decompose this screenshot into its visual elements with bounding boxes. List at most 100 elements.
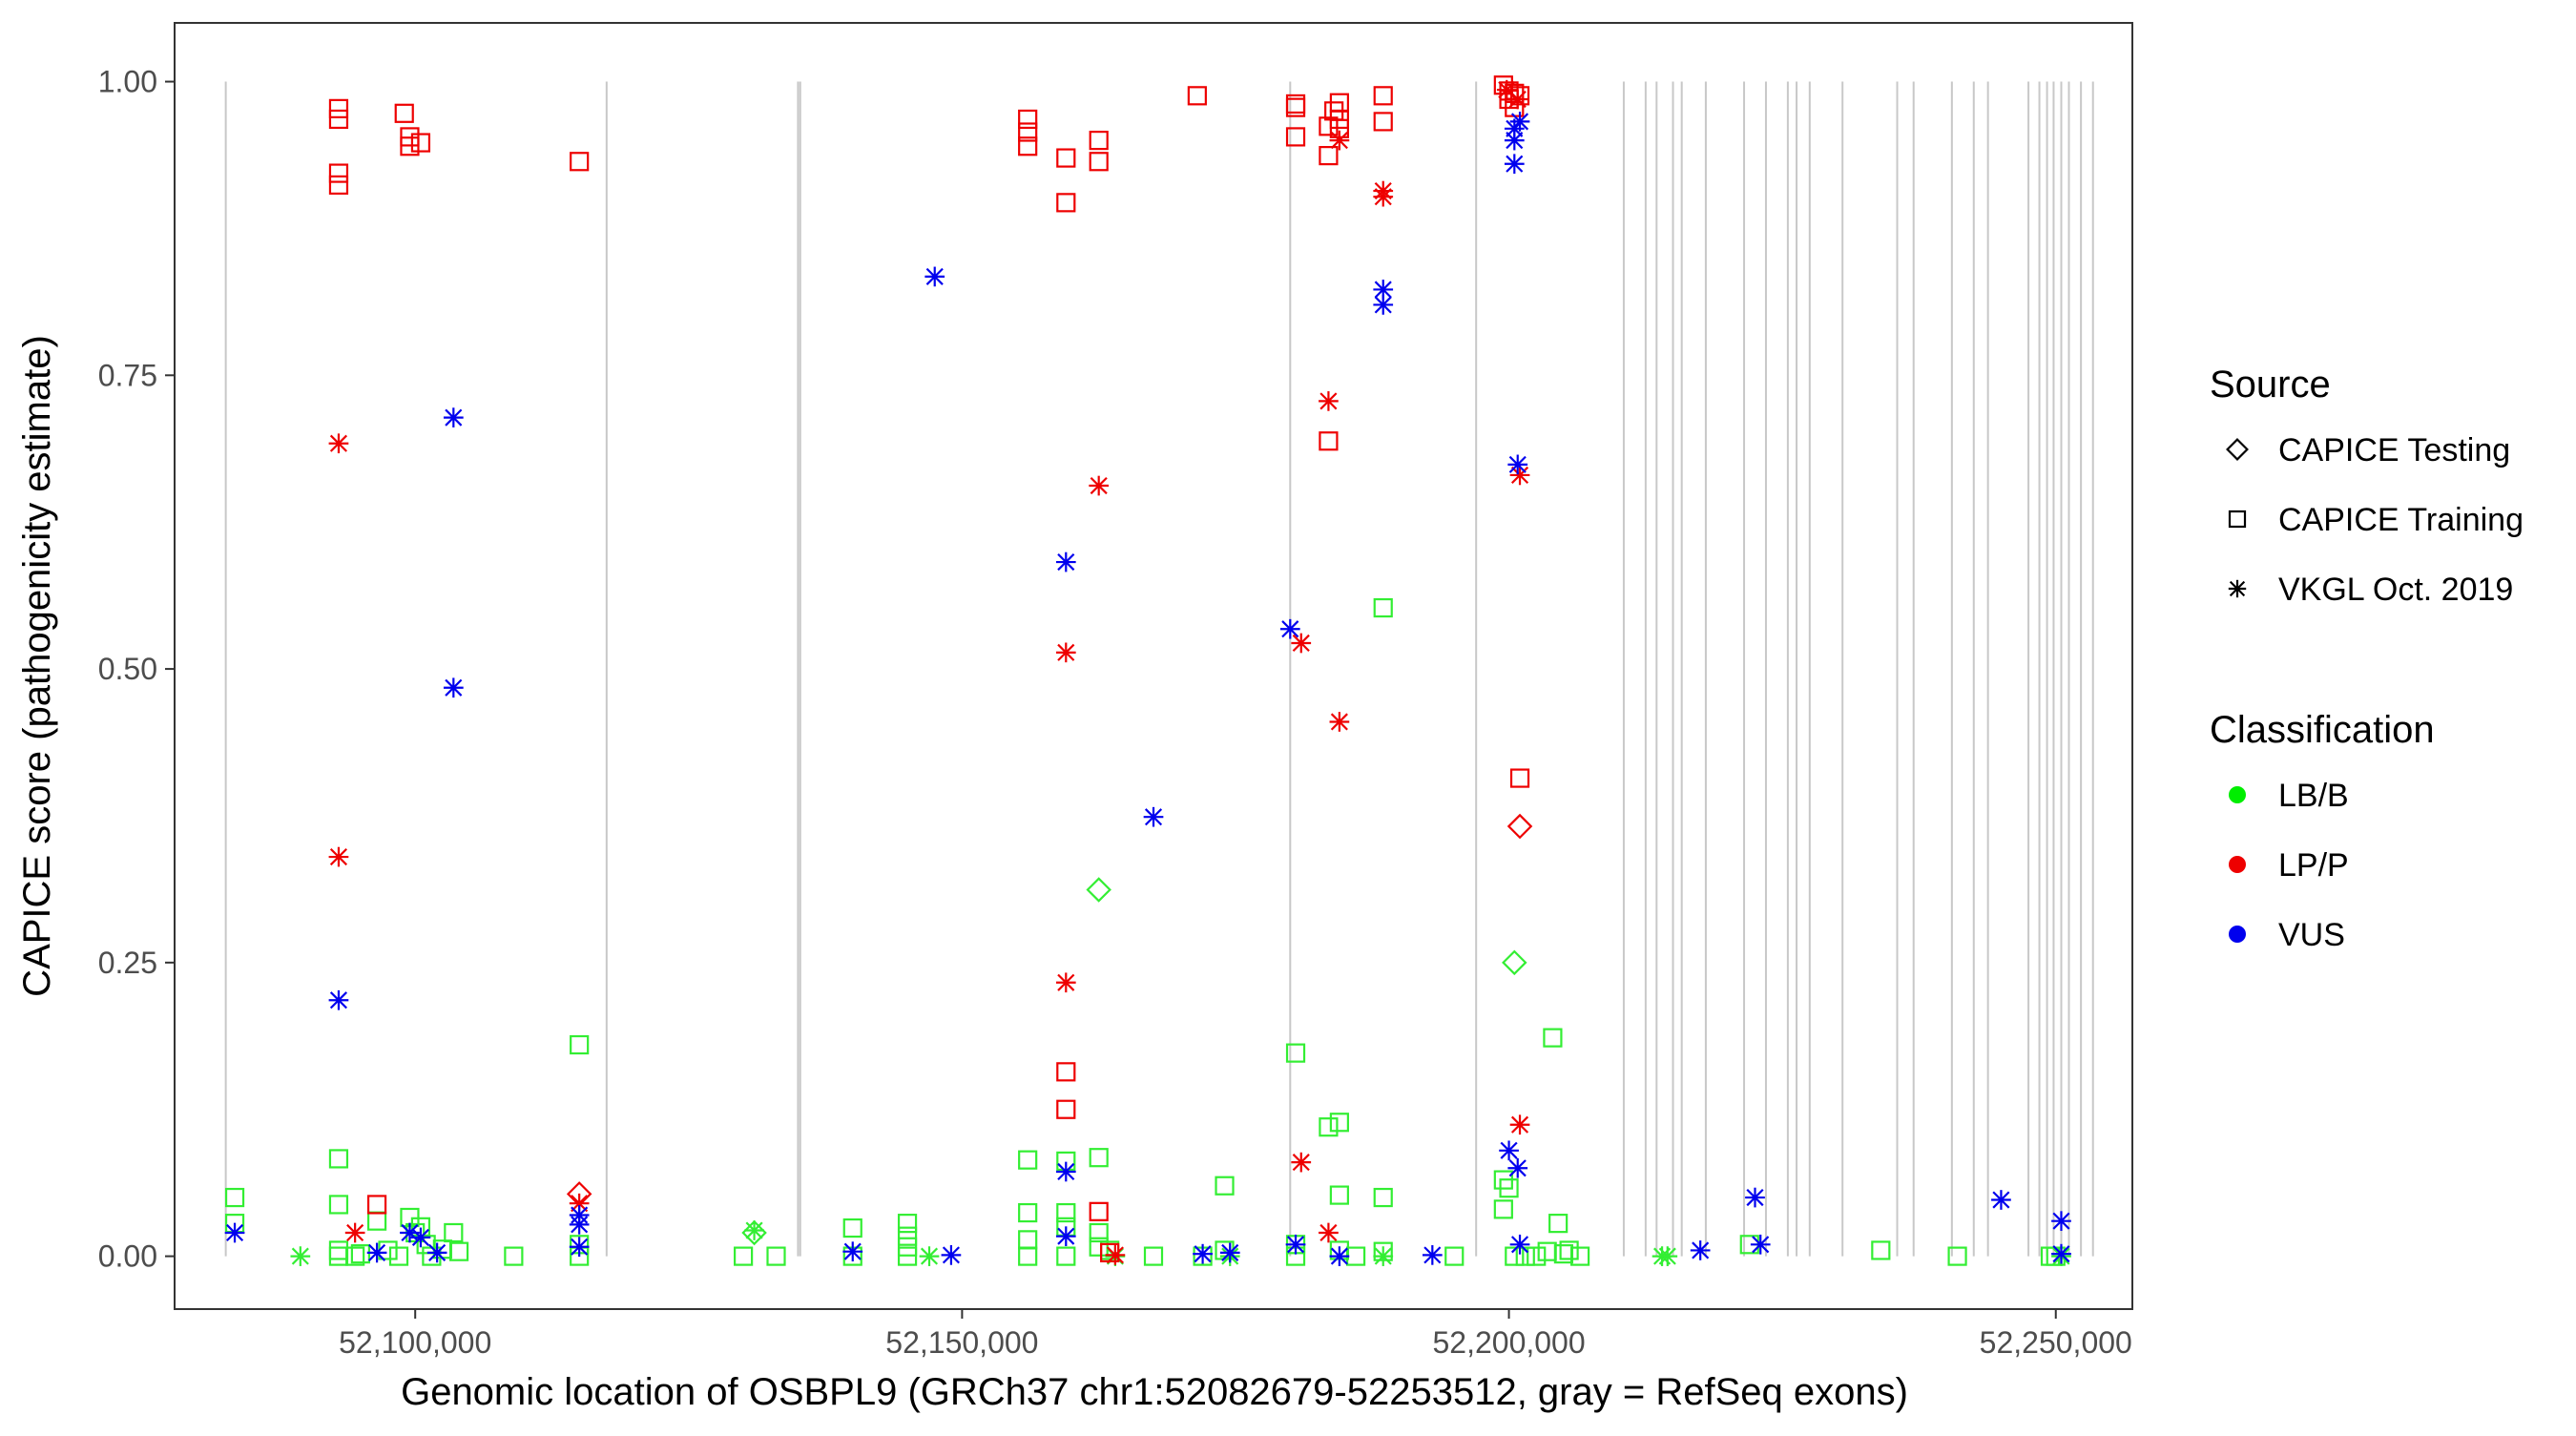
data-point-asterisk xyxy=(1055,972,1076,993)
data-point-square xyxy=(1018,136,1038,156)
data-point-square xyxy=(1285,97,1306,117)
data-point-diamond xyxy=(741,1219,767,1246)
y-tick-label: 0.25 xyxy=(98,946,157,980)
y-tick-label: 1.00 xyxy=(98,65,157,99)
data-point-square xyxy=(1373,86,1393,106)
data-point-asterisk xyxy=(1657,1246,1678,1266)
data-point-square xyxy=(350,1244,370,1264)
x-tick-label: 52,200,000 xyxy=(1432,1325,1585,1360)
data-point-square xyxy=(1285,127,1306,147)
data-point-asterisk xyxy=(344,1222,365,1243)
data-point-asterisk xyxy=(1329,130,1350,151)
data-point-square xyxy=(1548,1214,1568,1234)
data-point-asterisk xyxy=(569,1237,590,1258)
legend-source-label: CAPICE Training xyxy=(2278,502,2524,538)
data-point-square xyxy=(842,1217,862,1238)
data-point-asterisk xyxy=(1507,454,1528,475)
legend-key-dot xyxy=(2229,786,2246,803)
data-points xyxy=(224,75,2071,1266)
data-point-square xyxy=(897,1214,918,1234)
data-point-square xyxy=(1056,1246,1076,1266)
data-point-square xyxy=(1509,768,1530,788)
legend-key-diamond xyxy=(2226,438,2249,461)
data-point-asterisk xyxy=(1745,1187,1765,1208)
data-point-square xyxy=(1089,1237,1109,1257)
data-point-asterisk xyxy=(224,1222,245,1243)
legend-key-asterisk xyxy=(2228,579,2247,598)
data-point-square xyxy=(734,1246,754,1266)
data-point-asterisk xyxy=(569,1215,590,1235)
data-point-asterisk xyxy=(1496,79,1517,100)
data-point-diamond xyxy=(1502,949,1527,976)
data-point-asterisk xyxy=(1329,1246,1350,1266)
data-point-asterisk xyxy=(328,433,349,454)
legend-key-square xyxy=(2228,510,2247,529)
data-point-asterisk xyxy=(1319,391,1339,411)
data-point-asterisk xyxy=(1750,1234,1771,1255)
data-point-asterisk xyxy=(1504,154,1525,175)
data-point-square xyxy=(328,109,349,130)
legend-class-label: VUS xyxy=(2278,917,2345,953)
data-point-square xyxy=(1056,193,1076,213)
data-point-square xyxy=(400,136,420,156)
data-point-square xyxy=(328,163,349,183)
data-point-square xyxy=(1329,1185,1349,1205)
data-point-square xyxy=(394,103,414,123)
data-point-asterisk xyxy=(1055,552,1076,572)
data-point-square xyxy=(1143,1246,1164,1266)
data-point-square xyxy=(570,152,590,172)
data-point-asterisk xyxy=(2051,1243,2071,1264)
data-point-diamond xyxy=(1086,877,1111,903)
y-tick-label: 0.75 xyxy=(98,358,157,392)
data-point-square xyxy=(570,1034,590,1055)
data-point-square xyxy=(1373,1187,1393,1208)
data-point-asterisk xyxy=(1991,1190,2011,1210)
legend-source-title: Source xyxy=(2210,364,2331,406)
data-point-asterisk xyxy=(1422,1245,1443,1265)
legend-key-dot xyxy=(2229,926,2246,943)
plot-panel-border xyxy=(174,22,2133,1310)
x-tick-label: 52,250,000 xyxy=(1980,1325,2132,1360)
y-tick-label: 0.00 xyxy=(98,1239,157,1274)
data-point-asterisk xyxy=(1319,1222,1339,1243)
data-point-square xyxy=(1215,1176,1235,1196)
data-point-square xyxy=(1089,152,1109,172)
data-point-square xyxy=(1089,1201,1109,1221)
data-point-asterisk xyxy=(443,407,464,427)
data-point-square xyxy=(388,1246,409,1266)
data-point-square xyxy=(1018,1150,1038,1170)
data-point-square xyxy=(410,133,431,153)
data-point-square xyxy=(1319,431,1339,451)
legend-class-label: LB/B xyxy=(2278,778,2349,814)
x-axis-title: Genomic location of OSBPL9 (GRCh37 chr1:… xyxy=(401,1371,1908,1413)
data-point-asterisk xyxy=(410,1227,431,1248)
data-point-asterisk xyxy=(1055,642,1076,663)
data-point-square xyxy=(1493,1199,1513,1219)
data-point-diamond xyxy=(1506,813,1533,840)
data-point-asterisk xyxy=(1373,186,1394,207)
y-axis-title: CAPICE score (pathogenicity estimate) xyxy=(16,335,58,997)
data-point-square xyxy=(1527,1246,1547,1266)
data-point-square xyxy=(1056,1062,1076,1082)
data-point-asterisk xyxy=(1373,1246,1394,1266)
data-point-asterisk xyxy=(443,677,464,698)
data-point-asterisk xyxy=(1509,465,1530,486)
y-tick-label: 0.50 xyxy=(98,652,157,686)
data-point-square xyxy=(1373,597,1393,618)
data-point-square xyxy=(1018,1202,1038,1223)
data-point-asterisk xyxy=(1329,712,1350,732)
data-point-asterisk xyxy=(1504,130,1525,151)
x-tick-label: 52,100,000 xyxy=(339,1325,491,1360)
data-point-asterisk xyxy=(1291,633,1312,654)
legend-class-label: LP/P xyxy=(2278,847,2349,884)
data-point-square xyxy=(1499,1178,1519,1198)
exon-lines xyxy=(224,81,2094,1257)
data-point-square xyxy=(1543,1028,1563,1048)
data-point-square xyxy=(1569,1246,1590,1266)
data-point-square xyxy=(1329,1113,1349,1133)
data-point-square xyxy=(1089,131,1109,151)
data-point-square xyxy=(328,175,349,195)
